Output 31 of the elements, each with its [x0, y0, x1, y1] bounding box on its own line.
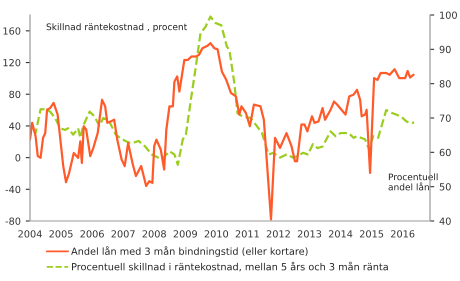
x-tick-label: 2005: [49, 230, 73, 238]
y-axis-title: Skillnad räntekostnad , procent: [46, 23, 187, 32]
x-tick-label: 2010: [204, 230, 228, 238]
y2-tick-label: 100: [440, 11, 457, 19]
y2-tick-label: 90: [440, 46, 451, 54]
y-tick-label: 0: [15, 154, 20, 162]
y-tick-label: 120: [3, 59, 20, 66]
y2-tick-label: 60: [440, 148, 451, 156]
x-tick-label: 2014: [328, 230, 352, 238]
x-tick-label: 2016: [391, 230, 414, 238]
y-tick-label: -80: [6, 217, 20, 225]
x-tick-label: 2009: [174, 230, 197, 238]
y2-tick-label: 50: [440, 183, 451, 190]
y2-tick-label: 40: [440, 217, 451, 225]
x-tick-label: 2013: [298, 230, 322, 238]
y2-axis-title: Procentuell andel lån: [388, 173, 438, 190]
y-tick-label: 40: [9, 122, 20, 130]
x-tick-label: 2004: [18, 230, 42, 238]
x-tick-label: 2011: [236, 230, 259, 238]
y-tick-label: 160: [3, 27, 20, 35]
x-tick-label: 2015: [360, 230, 384, 238]
x-tick-label: 2008: [142, 230, 166, 238]
y2-tick-label: 70: [440, 114, 451, 122]
x-tick-label: 2007: [112, 230, 135, 238]
y2-tick-label: 80: [440, 80, 451, 88]
y-tick-label: -40: [6, 186, 20, 194]
legend-label: Andel lån med 3 mån bindningstid (eller kortare): [71, 246, 308, 257]
x-tick-label: 2006: [80, 230, 104, 238]
x-tick-label: 2012: [266, 230, 290, 238]
legend-label: Procentuell skillnad i räntekostnad, mellan 5 års och 3 mån ränta: [72, 262, 388, 272]
y-tick-label: 80: [9, 90, 20, 98]
